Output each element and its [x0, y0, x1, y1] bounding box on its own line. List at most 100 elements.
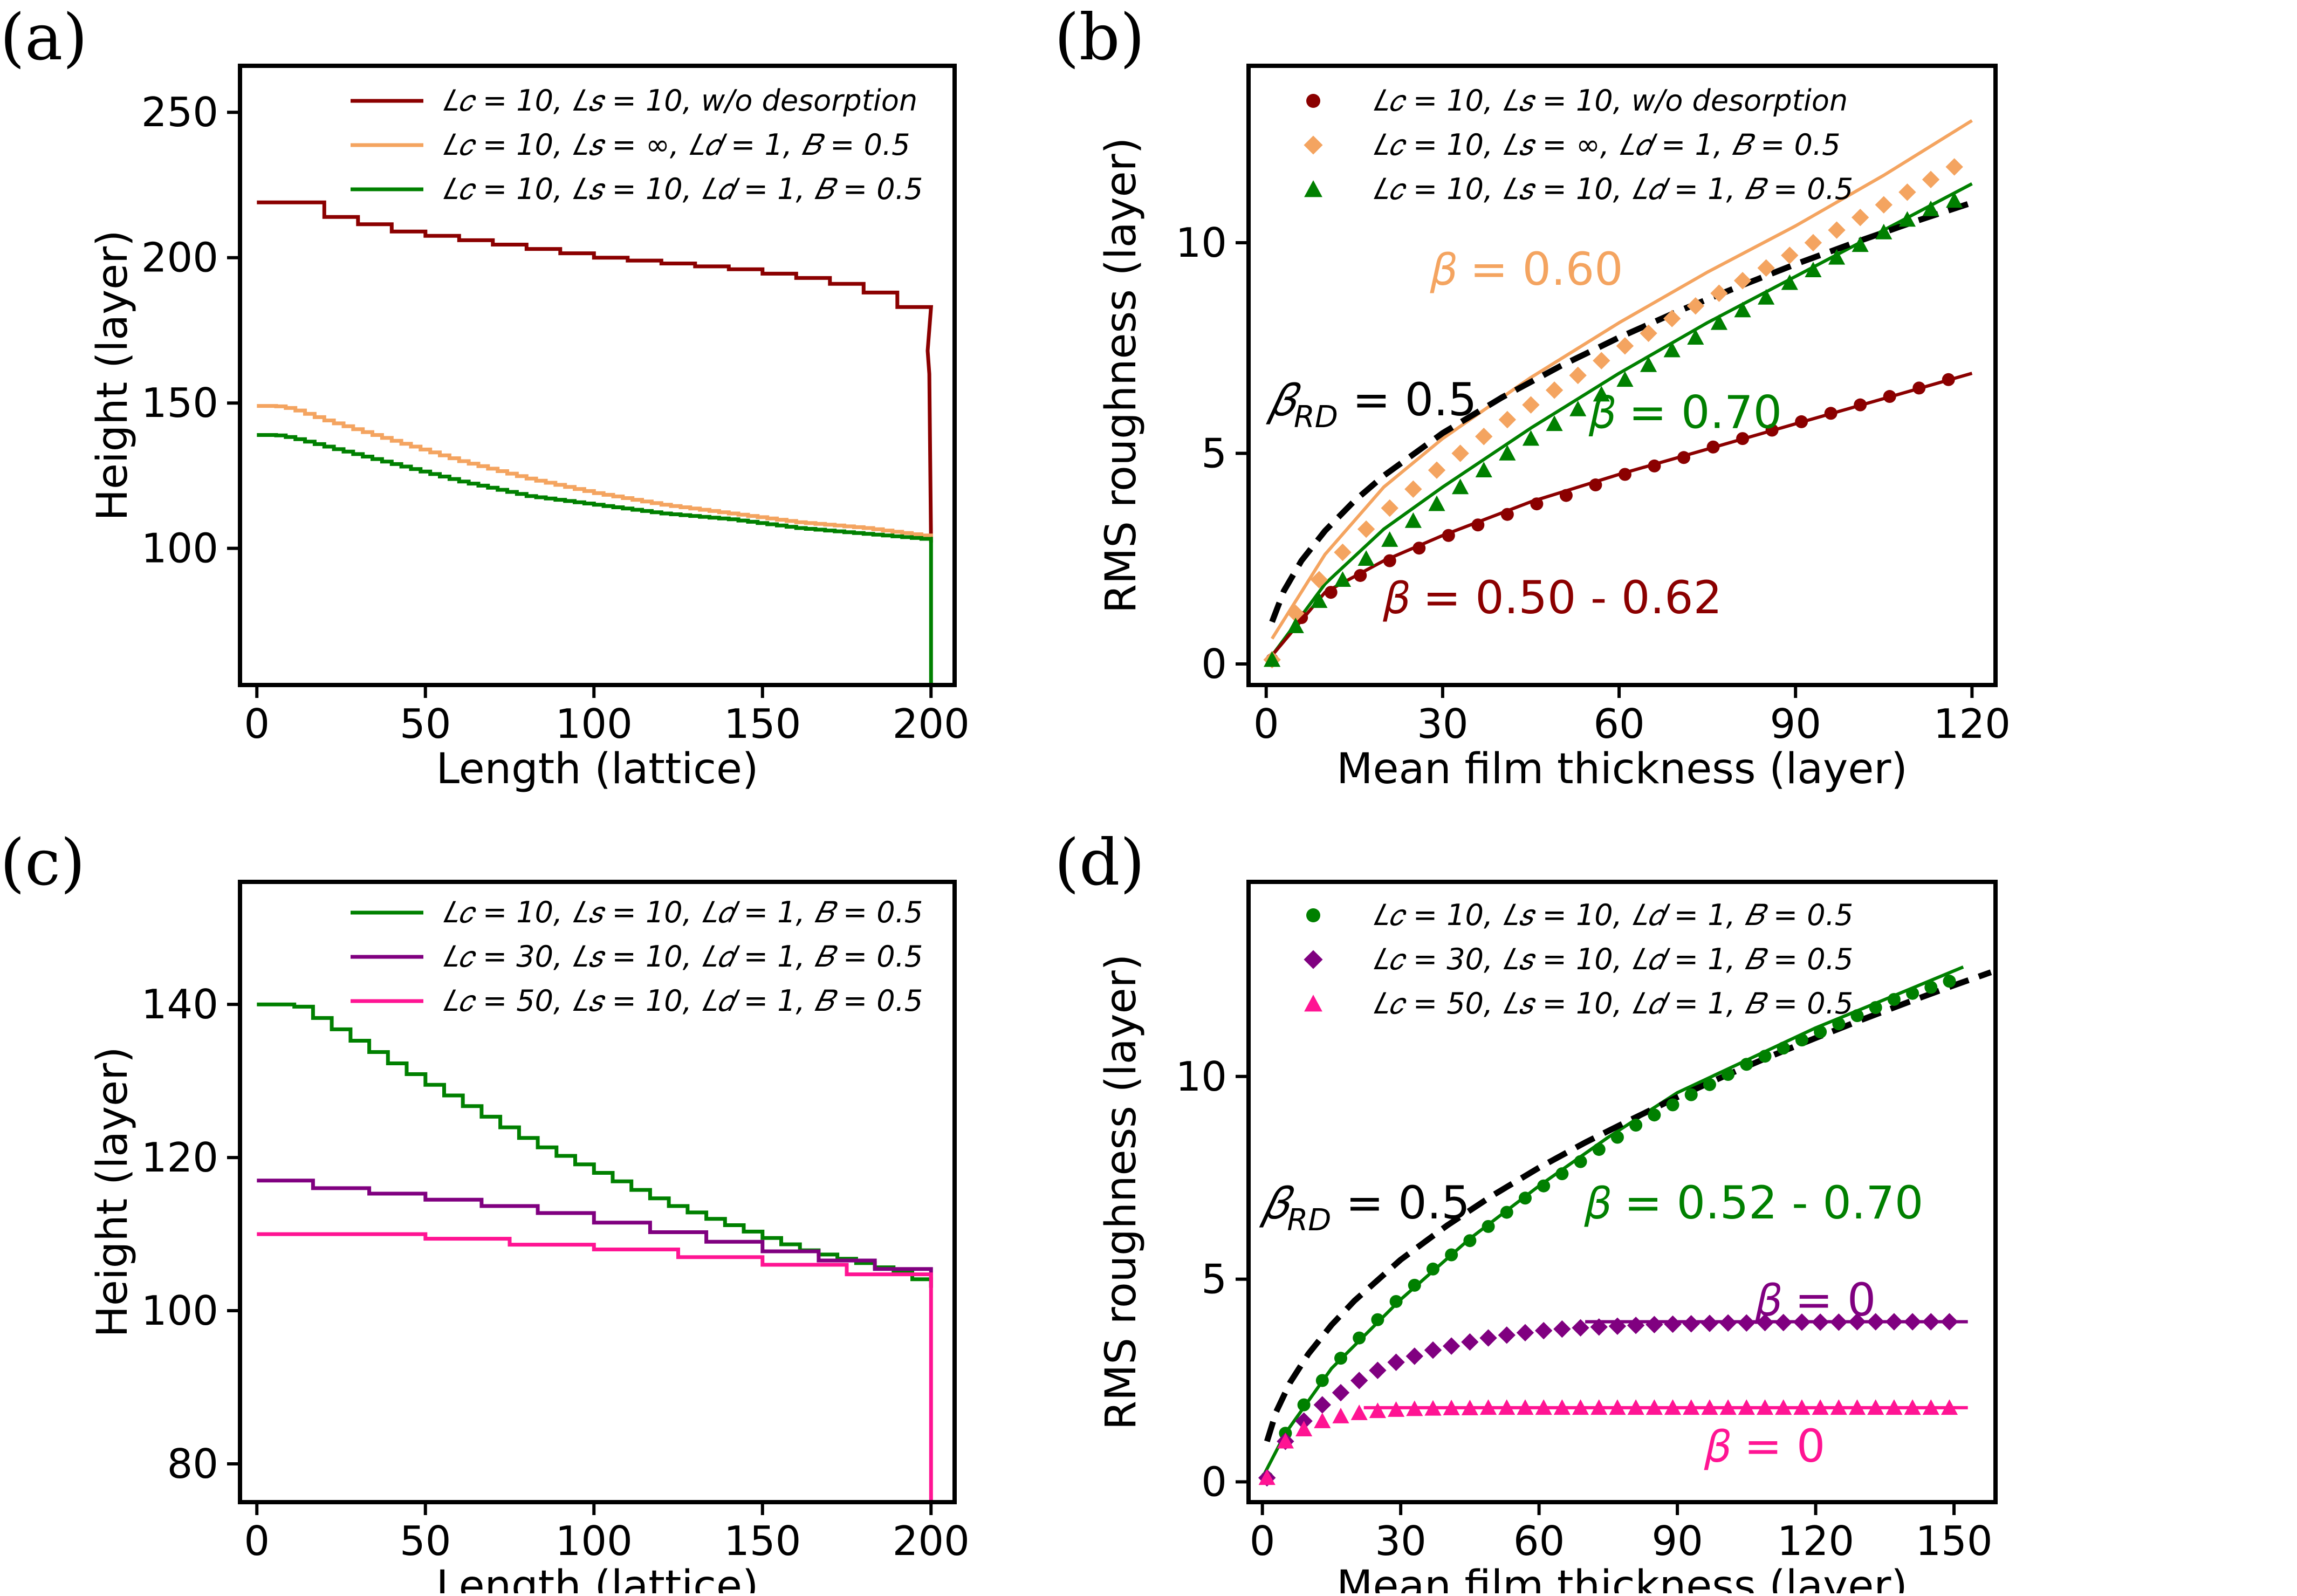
data-point: [1426, 1262, 1439, 1276]
data-point: [1738, 1314, 1756, 1332]
plot-area-c: [257, 1002, 933, 1502]
x-axis-label: Mean film thickness (layer): [1336, 1562, 1908, 1593]
data-point: [1451, 478, 1469, 495]
data-point: [1616, 337, 1634, 355]
data-point: [1848, 1313, 1866, 1331]
data-point: [1381, 499, 1398, 517]
data-point: [1738, 1399, 1755, 1415]
data-point: [1733, 272, 1752, 290]
data-point: [1559, 489, 1573, 502]
data-point: [1445, 1248, 1458, 1262]
data-point: [1516, 1324, 1534, 1342]
data-point: [1404, 512, 1422, 528]
reference-dashed-line: [1269, 200, 1973, 623]
x-tick-label: 30: [1417, 700, 1468, 748]
data-point: [1734, 302, 1751, 318]
data-point: [1593, 386, 1610, 402]
data-point: [1406, 1400, 1423, 1416]
legend-marker: [1304, 135, 1323, 155]
data-point: [1353, 1331, 1366, 1345]
data-point: [1765, 423, 1779, 437]
data-point: [1381, 531, 1398, 547]
data-point: [1569, 366, 1587, 385]
data-point: [1553, 1399, 1571, 1415]
data-point: [1332, 1383, 1350, 1402]
data-point: [1740, 1058, 1753, 1071]
y-tick-label: 80: [167, 1440, 218, 1488]
data-point: [1814, 1025, 1827, 1039]
x-axis-label: Mean film thickness (layer): [1336, 745, 1908, 793]
y-axis-label: Height (layer): [88, 1046, 137, 1337]
data-point: [1701, 1399, 1718, 1415]
data-point: [1756, 1313, 1774, 1332]
x-tick-label: 0: [244, 1517, 270, 1565]
data-point: [1804, 234, 1822, 252]
plot-area-a: [257, 200, 934, 685]
data-point: [1357, 520, 1375, 538]
data-point: [1906, 987, 1919, 1000]
legend: 𝐿𝑐 = 10, 𝐿𝑠 = 10, 𝐿𝑑 = 1, 𝐵 = 0.5 𝐿𝑐 = 30…: [1304, 898, 1853, 1020]
x-tick-label: 120: [1777, 1517, 1854, 1565]
data-point: [1867, 1313, 1884, 1331]
data-point: [1451, 444, 1469, 462]
annotation-0: 𝛽RD = 0.5: [1259, 1176, 1470, 1238]
data-point: [1774, 1313, 1792, 1332]
data-point: [1719, 1399, 1737, 1415]
data-point: [1475, 428, 1493, 446]
y-tick-label: 200: [141, 234, 218, 282]
data-point: [1640, 324, 1657, 343]
data-point: [1498, 1399, 1516, 1415]
data-point: [1479, 1399, 1497, 1415]
y-axis-label: Height (layer): [88, 230, 137, 520]
annotation-sub: RD: [1287, 1203, 1331, 1238]
annotation-tail: = 0.5: [1338, 373, 1477, 426]
data-point: [1555, 1167, 1569, 1181]
data-point: [1710, 284, 1728, 302]
annotation-3: 𝛽 = 0.50 - 0.62: [1383, 571, 1722, 624]
x-tick-label: 200: [893, 1517, 970, 1565]
y-tick-label: 5: [1201, 429, 1227, 477]
data-point: [1313, 1396, 1331, 1414]
data-point: [1850, 1009, 1864, 1023]
data-point: [1574, 1155, 1587, 1168]
data-point: [1922, 1313, 1940, 1331]
data-point: [1479, 1329, 1497, 1347]
x-tick-label: 100: [556, 700, 633, 748]
data-point: [1885, 1313, 1903, 1331]
data-point: [1627, 1317, 1645, 1334]
data-point: [1722, 1068, 1735, 1081]
data-point: [1686, 297, 1705, 315]
data-point: [1537, 1179, 1551, 1193]
series-line-2: [257, 433, 933, 685]
data-point: [1295, 1421, 1313, 1436]
data-point: [1775, 1399, 1792, 1415]
data-point: [1941, 1399, 1958, 1415]
y-tick-label: 100: [141, 1287, 218, 1334]
data-point: [1618, 468, 1631, 481]
data-point: [1703, 1078, 1716, 1091]
data-point: [1553, 1320, 1571, 1338]
data-point: [1664, 1399, 1682, 1415]
data-point: [1875, 196, 1893, 214]
data-point: [1756, 1399, 1774, 1415]
data-point: [1428, 461, 1446, 479]
data-point: [1324, 586, 1338, 599]
data-point: [1824, 407, 1837, 420]
data-point: [1518, 1191, 1532, 1205]
series-line-0: [257, 1002, 933, 1288]
y-tick-label: 120: [141, 1134, 218, 1181]
annotation-2: 𝛽 = 0: [1754, 1273, 1876, 1326]
data-point: [1922, 1399, 1939, 1415]
panel-d: (d) 𝛽RD = 0.5 𝛽 = 0.52 - 0.70 𝛽 = 0 𝛽 = 0 0 30…: [1054, 825, 1998, 1596]
legend: 𝐿𝑐 = 10, 𝐿𝑠 = 10, w/o desorption 𝐿𝑐 = 10,…: [1304, 84, 1853, 206]
data-point: [1645, 1316, 1663, 1333]
fit-line-0: [1271, 119, 1973, 640]
data-point: [1898, 211, 1916, 227]
x-tick-label: 150: [724, 700, 801, 748]
data-point: [1832, 1017, 1846, 1031]
data-point: [1885, 1399, 1903, 1415]
data-point: [1530, 497, 1544, 511]
x-tick-label: 150: [724, 1517, 801, 1565]
